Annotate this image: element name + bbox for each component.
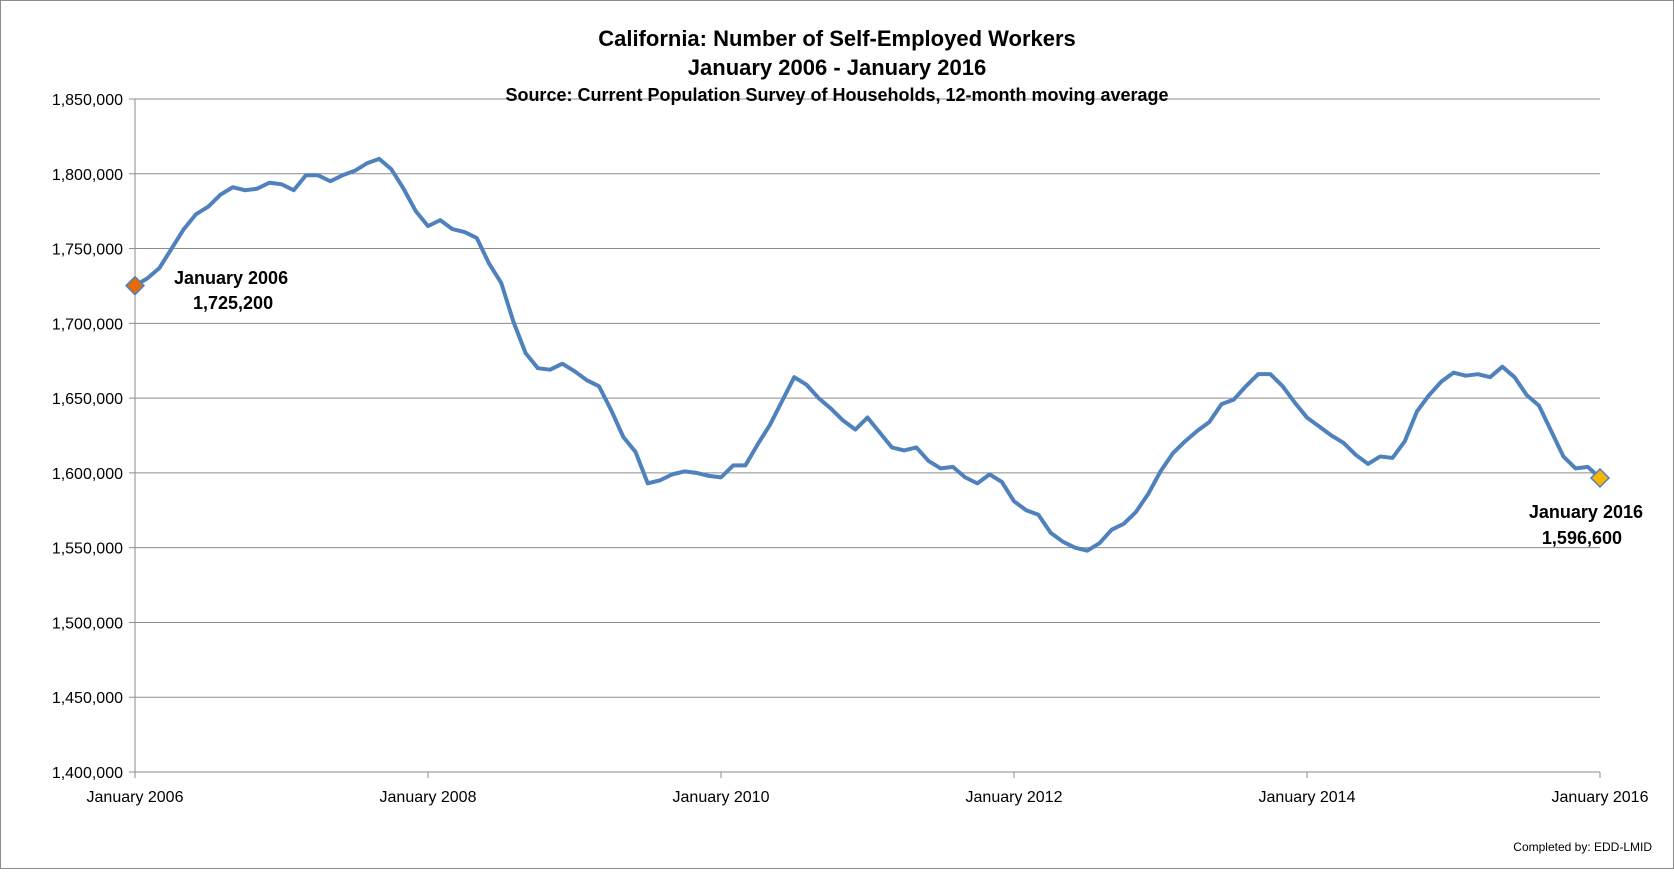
start-annotation-value: 1,725,200 — [193, 293, 273, 313]
axes — [134, 99, 1600, 773]
y-axis-tick-labels: 1,400,000 1,450,000 1,500,000 1,550,000 1,60… — [52, 92, 135, 782]
x-tick-label: January 2010 — [673, 789, 770, 806]
y-tick-label: 1,700,000 — [52, 316, 123, 333]
end-point-marker — [1589, 467, 1611, 489]
series-layer — [133, 156, 1602, 553]
y-tick-label: 1,500,000 — [52, 615, 123, 632]
credit-text: Completed by: EDD-LMID — [1513, 840, 1652, 854]
gridlines — [135, 98, 1600, 698]
chart-title-line2: January 2006 - January 2016 — [688, 55, 986, 80]
y-tick-label: 1,650,000 — [52, 391, 123, 408]
chart-subtitle: Source: Current Population Survey of Hou… — [505, 85, 1168, 105]
marker-layer — [124, 275, 1611, 489]
x-tick-label: January 2008 — [380, 789, 477, 806]
end-annotation-value: 1,596,600 — [1542, 528, 1622, 548]
y-tick-label: 1,400,000 — [52, 765, 123, 782]
y-tick-label: 1,600,000 — [52, 466, 123, 483]
y-tick-label: 1,550,000 — [52, 541, 123, 558]
end-annotation-date: January 2016 — [1529, 502, 1643, 522]
series-line — [133, 156, 1602, 553]
y-tick-label: 1,800,000 — [52, 167, 123, 184]
y-tick-label: 1,450,000 — [52, 690, 123, 707]
start-annotation-date: January 2006 — [174, 268, 288, 288]
chart-title-line1: California: Number of Self-Employed Work… — [598, 26, 1076, 51]
y-tick-label: 1,750,000 — [52, 242, 123, 259]
start-point-marker — [124, 275, 146, 296]
x-tick-label: January 2012 — [966, 789, 1063, 806]
x-tick-label: January 2006 — [87, 789, 184, 806]
x-axis-tick-labels: January 2006 January 2008 January 2010 Janu… — [87, 772, 1649, 806]
x-tick-label: January 2016 — [1552, 789, 1649, 806]
y-tick-label: 1,850,000 — [52, 92, 123, 109]
x-tick-label: January 2014 — [1259, 789, 1356, 806]
